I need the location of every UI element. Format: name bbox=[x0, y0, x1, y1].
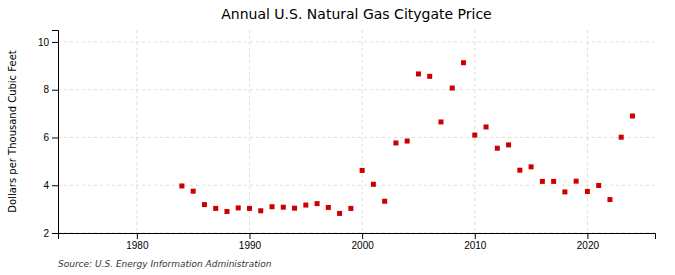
y-axis-line bbox=[52, 31, 59, 234]
x-tick-label: 2000 bbox=[352, 240, 375, 251]
point bbox=[371, 182, 376, 187]
y-tick-label: 2 bbox=[43, 228, 49, 239]
points bbox=[179, 60, 635, 216]
point bbox=[574, 179, 579, 184]
y-tick-mark bbox=[52, 90, 58, 91]
y-axis-title: Dollars per Thousand Cubic Feet bbox=[7, 50, 18, 213]
x-tick-label: 2010 bbox=[464, 240, 487, 251]
x-tick-label: 1990 bbox=[239, 240, 262, 251]
point bbox=[315, 201, 320, 206]
x-tick-mark bbox=[362, 233, 363, 239]
point bbox=[495, 146, 500, 151]
y-tick-mark bbox=[52, 185, 58, 186]
point bbox=[213, 206, 218, 211]
grid-line-x bbox=[249, 30, 250, 233]
point bbox=[585, 189, 590, 194]
point bbox=[348, 206, 353, 211]
x-tick: 2020 bbox=[577, 233, 600, 251]
point bbox=[270, 204, 275, 209]
y-tick-label: 10 bbox=[38, 37, 50, 48]
grid-line-x bbox=[362, 30, 363, 233]
x-tick-label: 1980 bbox=[126, 240, 149, 251]
x-tick-mark bbox=[587, 233, 588, 239]
point bbox=[382, 199, 387, 204]
point bbox=[326, 205, 331, 210]
y-tick-label: 6 bbox=[43, 132, 49, 143]
point bbox=[596, 183, 601, 188]
y-tick: 4 bbox=[43, 180, 58, 191]
point bbox=[540, 179, 545, 184]
y-tick-mark bbox=[52, 137, 58, 138]
y-tick: 8 bbox=[43, 84, 58, 95]
point bbox=[551, 179, 556, 184]
point bbox=[506, 142, 511, 147]
point bbox=[303, 203, 308, 208]
x-tick: 2000 bbox=[352, 233, 375, 251]
point bbox=[179, 183, 184, 188]
point bbox=[337, 211, 342, 216]
point bbox=[202, 202, 207, 207]
point bbox=[438, 119, 443, 124]
grid-line-y bbox=[58, 89, 655, 90]
y-axis: 2 4 6 8 10 bbox=[38, 31, 59, 239]
y-tick: 2 bbox=[43, 228, 58, 239]
title: Annual U.S. Natural Gas Citygate Price bbox=[221, 6, 491, 22]
point bbox=[607, 197, 612, 202]
point bbox=[224, 209, 229, 214]
point bbox=[630, 113, 635, 118]
point bbox=[484, 124, 489, 129]
x-tick-mark bbox=[475, 233, 476, 239]
y-tick-mark bbox=[52, 233, 58, 234]
grid bbox=[58, 30, 655, 233]
y-tick: 6 bbox=[43, 132, 58, 143]
point bbox=[258, 208, 263, 213]
point bbox=[416, 71, 421, 76]
point bbox=[461, 60, 466, 65]
grid-line-x bbox=[136, 30, 137, 233]
y-tick: 10 bbox=[38, 37, 58, 48]
point bbox=[619, 135, 624, 140]
point bbox=[405, 139, 410, 144]
x-tick: 1980 bbox=[126, 233, 149, 251]
point bbox=[247, 206, 252, 211]
grid-line-x bbox=[587, 30, 588, 233]
point bbox=[292, 206, 297, 211]
point bbox=[562, 189, 567, 194]
point bbox=[472, 133, 477, 138]
y-tick-label: 4 bbox=[43, 180, 49, 191]
grid-line-y bbox=[58, 185, 655, 186]
x-tick: 1990 bbox=[239, 233, 262, 251]
point bbox=[191, 189, 196, 194]
plot: 1980 1990 2000 2010 2020 2 4 6 8 10 bbox=[38, 30, 656, 251]
point bbox=[427, 74, 432, 79]
point bbox=[517, 168, 522, 173]
x-tick: 2010 bbox=[464, 233, 487, 251]
y-tick-mark bbox=[52, 42, 58, 43]
point bbox=[393, 140, 398, 145]
x-axis-line bbox=[59, 234, 656, 240]
point bbox=[236, 205, 241, 210]
grid-line-y bbox=[58, 41, 655, 42]
point bbox=[281, 205, 286, 210]
x-tick-mark bbox=[137, 233, 138, 239]
source: Source: U.S. Energy Information Administ… bbox=[58, 259, 272, 269]
x-axis: 1980 1990 2000 2010 2020 bbox=[59, 233, 656, 251]
x-tick-label: 2020 bbox=[577, 240, 600, 251]
grid-line-y bbox=[58, 137, 655, 138]
grid-line-x bbox=[474, 30, 475, 233]
chart: 1980 1990 2000 2010 2020 2 4 6 8 10 Annual U.S. Na… bbox=[0, 0, 675, 275]
point bbox=[529, 164, 534, 169]
y-tick-label: 8 bbox=[43, 84, 49, 95]
point bbox=[450, 86, 455, 91]
x-tick-mark bbox=[249, 233, 250, 239]
point bbox=[360, 168, 365, 173]
